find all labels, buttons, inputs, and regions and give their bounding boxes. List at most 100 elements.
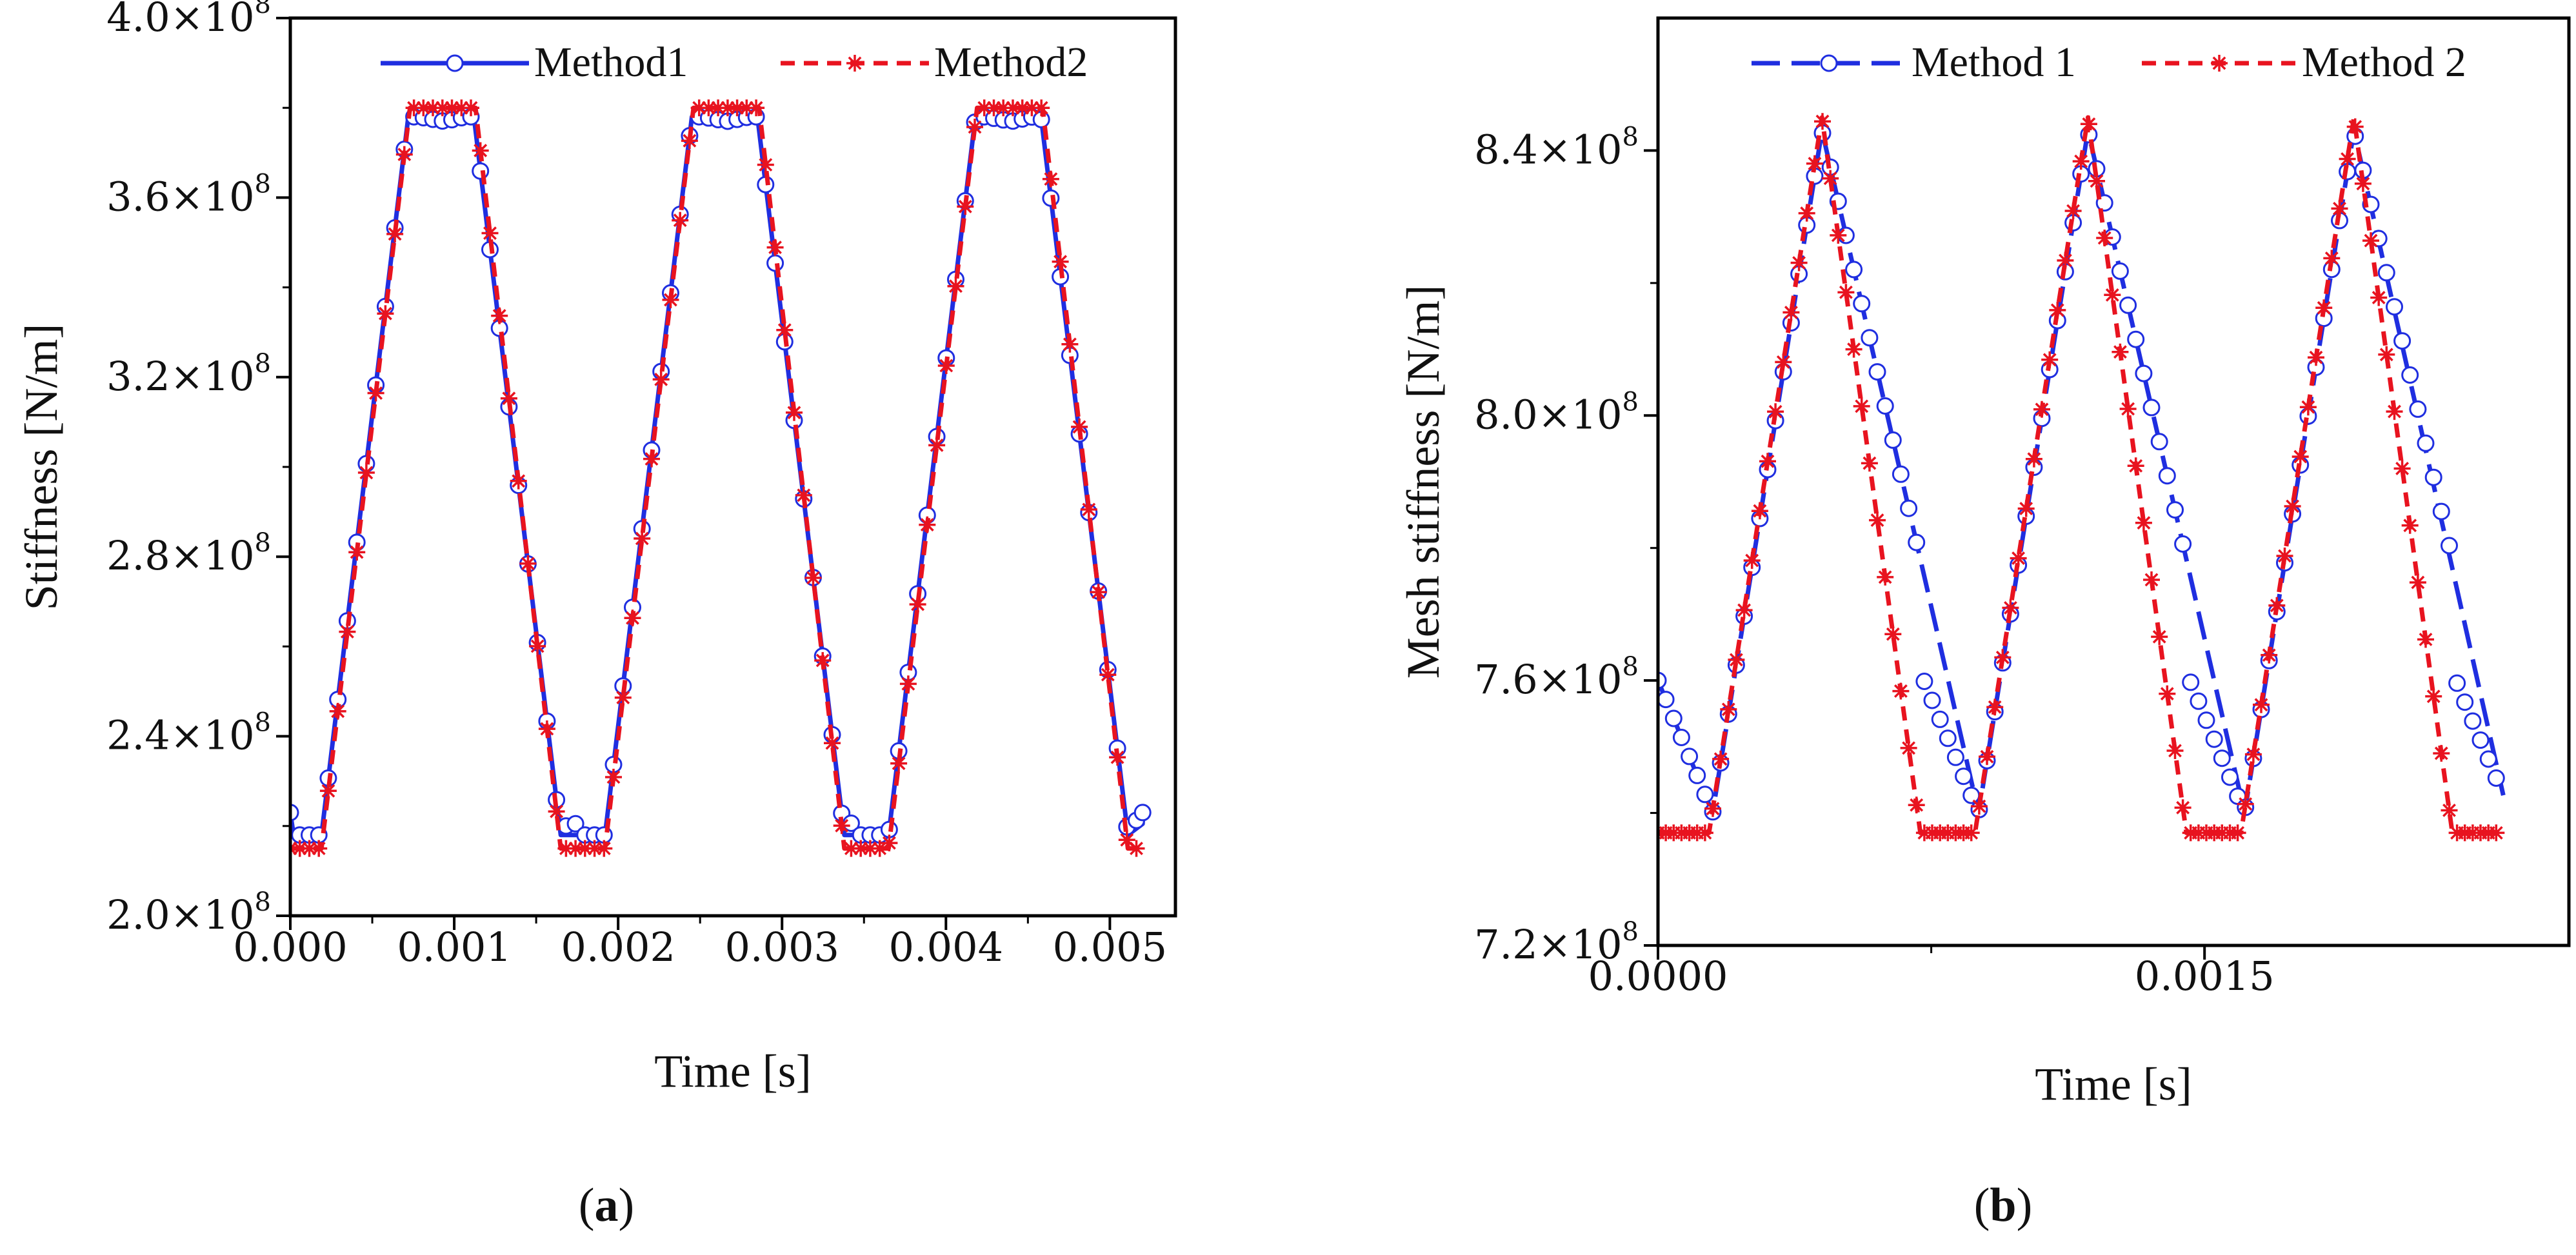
series-2-marker bbox=[652, 371, 670, 388]
series-2-marker bbox=[1806, 155, 1823, 172]
series-2-marker bbox=[1900, 739, 1917, 756]
series-2-marker bbox=[937, 357, 955, 374]
series-2-marker bbox=[1751, 502, 1768, 520]
legend-label-2: Method2 bbox=[934, 39, 1088, 86]
series-2-marker bbox=[386, 225, 404, 242]
series-2-marker bbox=[2072, 153, 2090, 170]
series-2-marker bbox=[567, 840, 584, 857]
series-2-marker bbox=[1970, 798, 1988, 815]
series-1-marker bbox=[1688, 766, 1706, 784]
series-1-marker bbox=[766, 254, 784, 272]
series-1-marker bbox=[2158, 467, 2176, 485]
series-2-marker bbox=[995, 99, 1012, 117]
series-2-marker bbox=[690, 99, 708, 117]
series-2-marker bbox=[2135, 514, 2152, 531]
series-2-marker bbox=[2166, 742, 2184, 759]
y-axis-title: Stiffness [N/m] bbox=[15, 324, 67, 611]
series-2-marker bbox=[985, 99, 1003, 117]
series-2-marker bbox=[719, 99, 736, 117]
series-2-marker bbox=[1845, 341, 1862, 358]
series-2-marker bbox=[2331, 200, 2348, 217]
x-axis-title: Time [s] bbox=[654, 1045, 811, 1097]
series-2-marker bbox=[1884, 626, 1902, 643]
series-2-marker bbox=[899, 675, 917, 693]
series-1-marker bbox=[1868, 363, 1886, 381]
series-2-marker bbox=[1892, 682, 1910, 700]
series-1-marker bbox=[2127, 330, 2145, 348]
series-1-marker bbox=[2142, 399, 2161, 417]
series-2-marker bbox=[776, 321, 794, 339]
series-1-marker bbox=[2464, 712, 2482, 730]
series-2-marker bbox=[1782, 304, 1800, 321]
series-1-marker bbox=[1884, 431, 1902, 449]
series-2-marker bbox=[2025, 450, 2042, 468]
series-1-marker bbox=[1681, 747, 1699, 766]
series-2-marker bbox=[2315, 299, 2333, 317]
series-2-marker bbox=[1704, 800, 1721, 817]
y-tick-label: 4.0×108 bbox=[106, 0, 271, 41]
series-1-marker bbox=[2150, 433, 2168, 451]
series-2-marker bbox=[871, 840, 888, 857]
series-1-marker bbox=[1672, 729, 1690, 746]
series-2-marker bbox=[1735, 602, 1753, 619]
panel-a-chart: 0.000 0.001 0.002 0.003 0.004 0.005 2.0×108 2.4… bbox=[15, 0, 1177, 1097]
series-1-marker bbox=[2424, 468, 2442, 486]
series-2-marker bbox=[2143, 571, 2160, 588]
series-2-marker bbox=[357, 464, 375, 481]
legend-label-1: Method 1 bbox=[1912, 39, 2076, 86]
series-2-marker bbox=[1767, 403, 1784, 420]
series-2-marker bbox=[975, 99, 993, 117]
y-axis-title: Mesh stiffness [N/m] bbox=[1397, 285, 1449, 679]
series-2-marker bbox=[1979, 748, 1995, 766]
series-2-marker bbox=[319, 782, 337, 800]
series-2-marker bbox=[395, 146, 413, 163]
series-2-marker bbox=[2088, 172, 2105, 190]
series-2-marker bbox=[2441, 802, 2458, 819]
series-2-marker bbox=[928, 437, 946, 454]
series-2-marker bbox=[605, 769, 622, 786]
series-1-marker bbox=[1931, 710, 1949, 728]
series-1-marker bbox=[2456, 693, 2474, 711]
series-1-marker bbox=[1923, 691, 1941, 709]
x-tick-label: 0.0000 bbox=[1588, 953, 1728, 1000]
series-2-marker bbox=[2174, 799, 2192, 816]
series-1-marker bbox=[1908, 533, 1926, 551]
x-tick-label: 0.001 bbox=[397, 924, 512, 971]
series-2-marker bbox=[2386, 403, 2403, 420]
series-2-marker bbox=[843, 840, 860, 857]
series-2-marker bbox=[2237, 795, 2254, 813]
series-2-marker bbox=[2244, 746, 2262, 763]
series-1-marker bbox=[2432, 502, 2450, 520]
legend-marker-2 bbox=[2211, 55, 2228, 72]
series-1-marker bbox=[566, 815, 584, 833]
series-2-marker bbox=[2401, 517, 2419, 534]
series-2-marker bbox=[748, 99, 765, 117]
series-2-marker bbox=[453, 99, 470, 117]
series-2-marker bbox=[1052, 253, 1069, 270]
series-2-marker bbox=[1962, 824, 1980, 842]
series-2-marker bbox=[2354, 175, 2371, 192]
series-2-marker bbox=[2291, 448, 2309, 466]
x-axis-title: Time [s] bbox=[2035, 1058, 2192, 1110]
series-2-marker bbox=[2010, 549, 2027, 567]
series-2-marker bbox=[2017, 500, 2035, 517]
series-1-marker bbox=[1939, 729, 1957, 747]
series-1-marker bbox=[1664, 709, 1682, 727]
series-2-marker bbox=[614, 689, 632, 706]
series-2-marker bbox=[2346, 118, 2364, 135]
series-1-marker bbox=[1696, 786, 1714, 804]
series-2-marker bbox=[766, 239, 784, 256]
series-1-marker bbox=[1876, 397, 1894, 415]
series-2-marker bbox=[1877, 568, 1894, 586]
plot-area bbox=[290, 18, 1175, 916]
series-2-marker bbox=[2409, 574, 2426, 591]
series-2-marker bbox=[2284, 498, 2301, 515]
series-2-marker bbox=[2276, 548, 2293, 564]
series-2-marker bbox=[966, 119, 983, 135]
series-2-marker bbox=[2104, 286, 2121, 304]
legend-marker-1 bbox=[446, 54, 464, 72]
series-2-marker bbox=[576, 840, 594, 857]
series-2-marker bbox=[2417, 631, 2434, 648]
series-2-marker bbox=[301, 840, 318, 857]
